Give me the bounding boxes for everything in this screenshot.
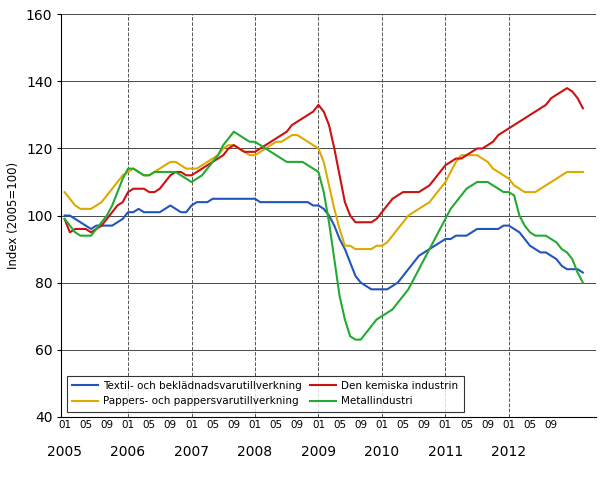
Y-axis label: Index (2005=100): Index (2005=100) [7,162,20,269]
Legend: Textil- och beklädnadsvarutillverkning, Pappers- och pappersvarutillverkning, De: Textil- och beklädnadsvarutillverkning, … [66,376,464,411]
